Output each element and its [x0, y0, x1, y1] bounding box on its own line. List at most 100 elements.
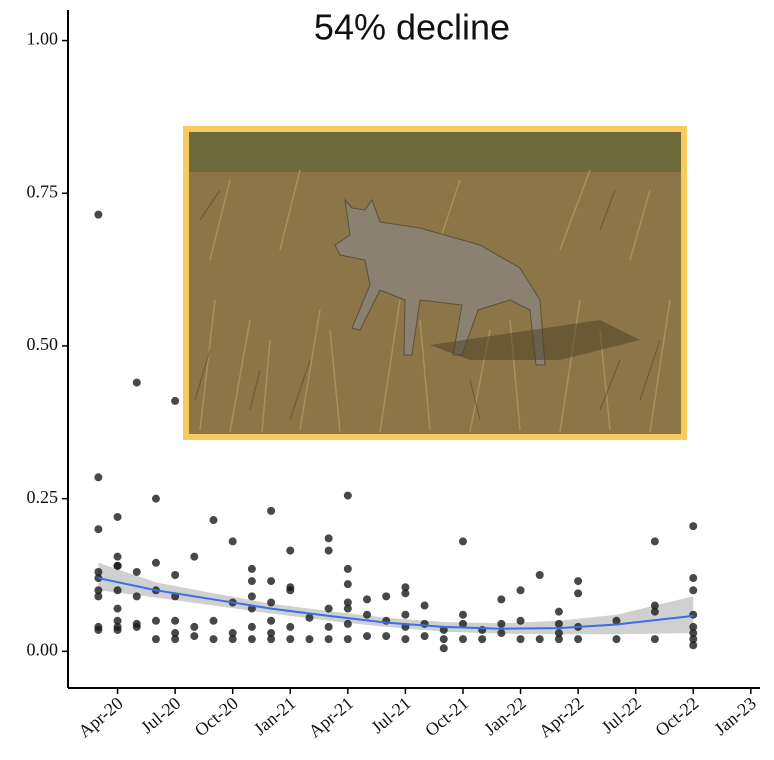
point [113, 625, 122, 634]
point [554, 629, 563, 638]
point [151, 635, 160, 644]
point [497, 629, 506, 638]
point [497, 595, 506, 604]
point [650, 607, 659, 616]
point [382, 592, 391, 601]
point [401, 635, 410, 644]
point [267, 616, 276, 625]
x-tick-label: Jan-23 [710, 693, 760, 739]
point [209, 616, 218, 625]
point [689, 574, 698, 583]
y-tick-label: 0.50 [27, 334, 59, 354]
point [94, 473, 103, 482]
point [171, 396, 180, 405]
point [343, 619, 352, 628]
point [247, 622, 256, 631]
point [267, 506, 276, 515]
point [171, 635, 180, 644]
point [190, 552, 199, 561]
point [132, 378, 141, 387]
point [267, 577, 276, 586]
point [151, 558, 160, 567]
point [478, 635, 487, 644]
y-tick-label: 0.00 [27, 639, 59, 659]
point [382, 632, 391, 641]
point [286, 635, 295, 644]
point [324, 635, 333, 644]
point [420, 601, 429, 610]
point [209, 516, 218, 525]
point [113, 552, 122, 561]
point [689, 610, 698, 619]
x-tick-label: Jul-22 [598, 693, 645, 737]
point [612, 616, 621, 625]
point [689, 635, 698, 644]
point [458, 635, 467, 644]
point [574, 635, 583, 644]
point [247, 592, 256, 601]
point [113, 561, 122, 570]
point [554, 635, 563, 644]
point [554, 619, 563, 628]
point [689, 629, 698, 638]
point [132, 567, 141, 576]
point [650, 635, 659, 644]
point [401, 583, 410, 592]
point [113, 586, 122, 595]
point [535, 635, 544, 644]
x-tick-label: Apr-21 [305, 693, 357, 742]
y-tick-label: 1.00 [27, 29, 59, 49]
trend-line [98, 577, 694, 630]
point [516, 586, 525, 595]
point [171, 616, 180, 625]
point [247, 564, 256, 573]
point [574, 577, 583, 586]
point [689, 522, 698, 531]
point [324, 534, 333, 543]
point [324, 604, 333, 613]
point [689, 641, 698, 650]
x-tick-label: Oct-22 [651, 693, 702, 740]
point [420, 632, 429, 641]
point [113, 512, 122, 521]
x-tick-label: Jul-21 [367, 693, 414, 737]
point [286, 546, 295, 555]
point [324, 622, 333, 631]
point [190, 632, 199, 641]
point [439, 644, 448, 653]
point [267, 598, 276, 607]
point [228, 537, 237, 546]
point [324, 546, 333, 555]
point [363, 632, 372, 641]
point [132, 622, 141, 631]
point [439, 635, 448, 644]
point [94, 210, 103, 219]
point [132, 592, 141, 601]
photo-inset [183, 126, 687, 440]
point [113, 604, 122, 613]
point [228, 629, 237, 638]
point [363, 595, 372, 604]
point [612, 635, 621, 644]
x-tick-label: Jul-20 [137, 693, 184, 737]
point [650, 601, 659, 610]
y-tick-label: 0.75 [27, 181, 59, 201]
point [286, 586, 295, 595]
point [343, 635, 352, 644]
x-tick-label: Jan-22 [480, 693, 530, 739]
point [458, 537, 467, 546]
point [343, 580, 352, 589]
point [190, 622, 199, 631]
chart-title: 54% decline [314, 7, 510, 48]
point [94, 625, 103, 634]
point [228, 635, 237, 644]
point [151, 616, 160, 625]
point [286, 622, 295, 631]
point [401, 589, 410, 598]
point [247, 635, 256, 644]
point [401, 610, 410, 619]
point [267, 629, 276, 638]
point [267, 635, 276, 644]
x-tick-label: Jan-21 [250, 693, 300, 739]
point [94, 592, 103, 601]
